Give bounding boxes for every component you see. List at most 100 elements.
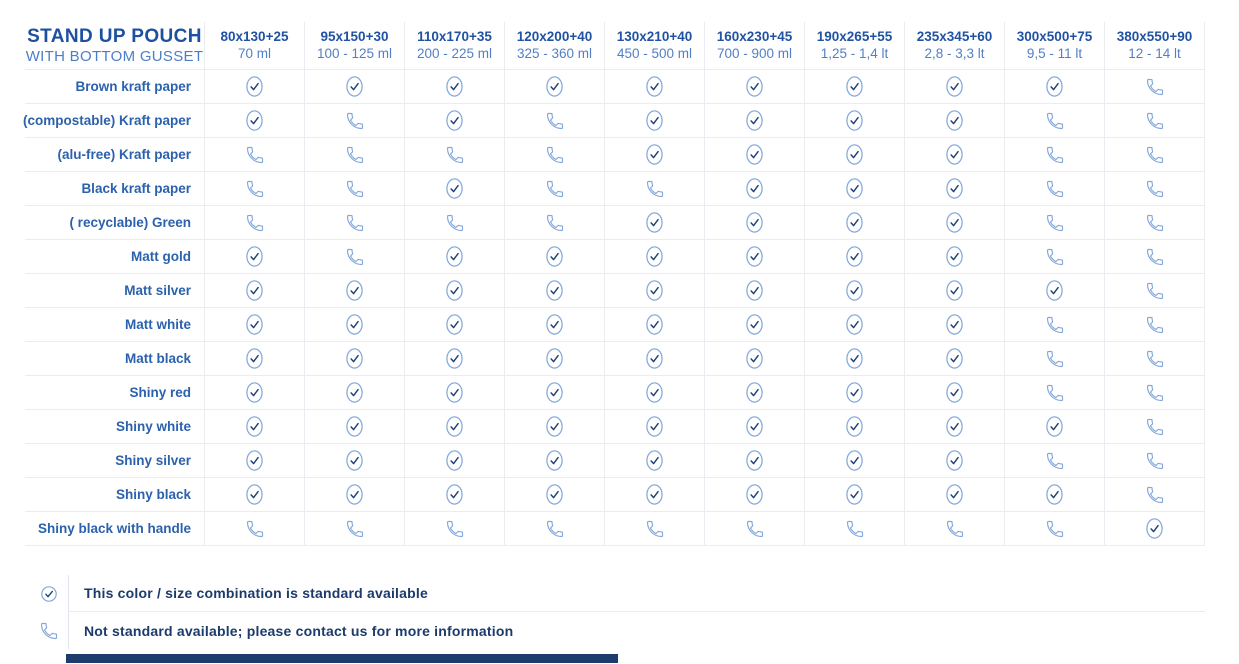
availability-cell xyxy=(1005,70,1105,103)
availability-cell xyxy=(505,104,605,137)
availability-cell xyxy=(1005,512,1105,545)
availability-cell xyxy=(1005,342,1105,375)
availability-cell xyxy=(705,274,805,307)
check-icon xyxy=(246,110,263,131)
check-icon xyxy=(646,348,663,369)
column-size: 380x550+90 xyxy=(1116,28,1193,44)
check-icon xyxy=(246,416,263,437)
check-icon xyxy=(646,246,663,267)
check-icon xyxy=(646,110,663,131)
availability-cell xyxy=(1005,240,1105,273)
availability-cell xyxy=(905,104,1005,137)
phone-icon xyxy=(1045,213,1065,233)
column-volume: 1,25 - 1,4 lt xyxy=(820,45,889,61)
availability-cell xyxy=(505,410,605,443)
availability-cell xyxy=(905,478,1005,511)
phone-icon xyxy=(1045,519,1065,539)
availability-cell xyxy=(905,70,1005,103)
check-icon xyxy=(946,484,963,505)
row-label: Brown kraft paper xyxy=(25,70,205,103)
row-label: ( recyclable) Green xyxy=(25,206,205,239)
phone-icon xyxy=(345,519,365,539)
check-icon xyxy=(446,110,463,131)
check-icon xyxy=(646,144,663,165)
row-label: Shiny black xyxy=(25,478,205,511)
availability-cell xyxy=(605,138,705,171)
column-size: 110x170+35 xyxy=(417,28,492,44)
check-icon xyxy=(546,450,563,471)
availability-cell xyxy=(1105,478,1205,511)
check-icon xyxy=(1046,416,1063,437)
table-row: Shiny red xyxy=(25,376,1205,410)
phone-icon xyxy=(1045,179,1065,199)
check-icon xyxy=(846,416,863,437)
availability-cell xyxy=(805,138,905,171)
check-icon xyxy=(746,416,763,437)
availability-cell xyxy=(305,206,405,239)
column-header: 110x170+35 200 - 225 ml xyxy=(405,22,505,69)
check-icon xyxy=(246,76,263,97)
availability-cell xyxy=(905,138,1005,171)
check-icon xyxy=(446,348,463,369)
availability-cell xyxy=(205,206,305,239)
column-volume: 450 - 500 ml xyxy=(616,45,693,61)
phone-icon xyxy=(245,519,265,539)
column-header: 300x500+75 9,5 - 11 lt xyxy=(1005,22,1105,69)
availability-cell xyxy=(605,104,705,137)
availability-cell xyxy=(805,172,905,205)
availability-cell xyxy=(205,444,305,477)
row-label: Matt silver xyxy=(25,274,205,307)
check-icon xyxy=(646,212,663,233)
column-volume: 70 ml xyxy=(237,45,271,61)
availability-cell xyxy=(505,342,605,375)
check-icon xyxy=(446,246,463,267)
availability-cell xyxy=(1005,104,1105,137)
availability-cell xyxy=(805,240,905,273)
check-icon xyxy=(346,348,363,369)
availability-cell xyxy=(305,274,405,307)
availability-cell xyxy=(405,240,505,273)
availability-cell xyxy=(705,240,805,273)
check-icon xyxy=(746,484,763,505)
availability-cell xyxy=(805,206,905,239)
phone-icon xyxy=(1045,111,1065,131)
check-icon xyxy=(346,280,363,301)
check-icon xyxy=(846,246,863,267)
phone-icon xyxy=(345,179,365,199)
phone-icon xyxy=(1145,179,1165,199)
check-icon xyxy=(1146,518,1163,539)
availability-cell xyxy=(505,376,605,409)
column-size: 80x130+25 xyxy=(220,28,289,44)
table-row: Shiny white xyxy=(25,410,1205,444)
check-icon xyxy=(746,144,763,165)
check-icon xyxy=(546,484,563,505)
availability-cell xyxy=(705,104,805,137)
availability-cell xyxy=(305,172,405,205)
availability-cell xyxy=(1005,172,1105,205)
availability-cell xyxy=(505,512,605,545)
check-icon xyxy=(746,314,763,335)
availability-cell xyxy=(705,376,805,409)
availability-cell xyxy=(505,478,605,511)
table-row: ( recyclable) Green xyxy=(25,206,1205,240)
phone-icon xyxy=(345,111,365,131)
availability-cell xyxy=(505,206,605,239)
row-label: Shiny red xyxy=(25,376,205,409)
phone-icon xyxy=(1045,145,1065,165)
check-icon xyxy=(546,382,563,403)
phone-icon xyxy=(545,213,565,233)
phone-icon xyxy=(30,612,68,649)
phone-icon xyxy=(1145,111,1165,131)
check-icon xyxy=(746,280,763,301)
phone-icon xyxy=(545,111,565,131)
availability-cell xyxy=(605,342,705,375)
availability-cell xyxy=(305,478,405,511)
phone-icon xyxy=(1145,145,1165,165)
availability-cell xyxy=(405,274,505,307)
check-icon xyxy=(446,382,463,403)
availability-cell xyxy=(1105,444,1205,477)
availability-cell xyxy=(705,70,805,103)
availability-cell xyxy=(405,376,505,409)
availability-cell xyxy=(1105,308,1205,341)
phone-icon xyxy=(1045,315,1065,335)
